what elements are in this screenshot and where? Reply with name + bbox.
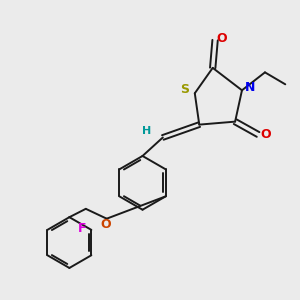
Text: O: O: [216, 32, 227, 45]
Text: O: O: [100, 218, 110, 231]
Text: O: O: [260, 128, 271, 141]
Text: S: S: [180, 83, 189, 96]
Text: F: F: [78, 223, 87, 236]
Text: H: H: [142, 126, 152, 136]
Text: N: N: [245, 81, 256, 94]
